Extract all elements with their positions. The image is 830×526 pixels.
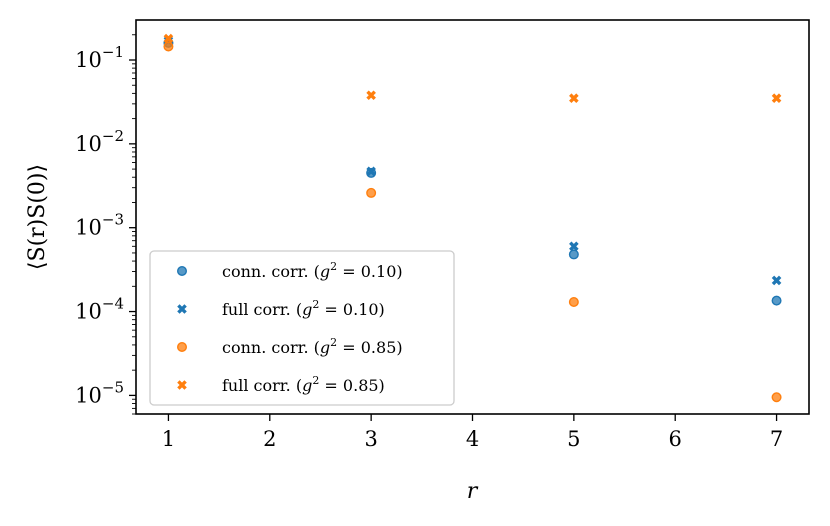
x-tick-label: 6 bbox=[669, 427, 682, 451]
legend-marker bbox=[177, 304, 187, 314]
y-axis-label: ⟨S(r)S(0)⟩ bbox=[25, 164, 50, 270]
data-point bbox=[569, 241, 579, 252]
legend-marker bbox=[176, 266, 187, 277]
y-tick-label: 10−2 bbox=[75, 127, 124, 156]
ticks-layer: 1 2 3 4 5 6 7 10−5 10−4 10−3 10−2 10−1 bbox=[75, 34, 783, 451]
data-point bbox=[568, 249, 579, 260]
legend-entry-label: full corr. (g2 = 0.85) bbox=[222, 374, 385, 395]
data-point bbox=[569, 93, 579, 104]
y-tick-label: 10−5 bbox=[75, 378, 124, 407]
x-tick-label: 1 bbox=[162, 427, 175, 451]
data-point bbox=[568, 296, 579, 307]
data-point bbox=[771, 392, 782, 403]
legend-entry-label: full corr. (g2 = 0.10) bbox=[222, 298, 385, 319]
y-tick-label: 10−4 bbox=[75, 295, 124, 324]
x-axis-label: r bbox=[467, 479, 479, 504]
legend-marker bbox=[177, 380, 187, 390]
data-point bbox=[366, 187, 377, 198]
x-tick-label: 3 bbox=[364, 427, 377, 451]
x-tick-label: 4 bbox=[466, 427, 479, 451]
legend: conn. corr. (g2 = 0.10) full corr. (g2 = … bbox=[149, 250, 455, 406]
legend-marker bbox=[176, 342, 187, 353]
data-point bbox=[771, 295, 782, 306]
data-point bbox=[163, 41, 174, 52]
points-layer bbox=[163, 33, 782, 403]
y-tick-label: 10−3 bbox=[75, 211, 124, 240]
legend-entry-label: conn. corr. (g2 = 0.10) bbox=[222, 260, 403, 281]
data-point bbox=[771, 93, 782, 104]
data-point bbox=[366, 90, 376, 101]
y-tick-label: 10−1 bbox=[75, 43, 124, 72]
legend-entry-label: conn. corr. (g2 = 0.85) bbox=[222, 336, 403, 357]
x-tick-label: 5 bbox=[567, 427, 580, 451]
legend-box bbox=[149, 250, 455, 406]
data-point bbox=[771, 275, 782, 286]
x-tick-label: 7 bbox=[770, 427, 783, 451]
plot-frame bbox=[135, 19, 810, 415]
data-point bbox=[366, 166, 376, 177]
data-point bbox=[163, 33, 174, 44]
x-tick-label: 2 bbox=[263, 427, 276, 451]
